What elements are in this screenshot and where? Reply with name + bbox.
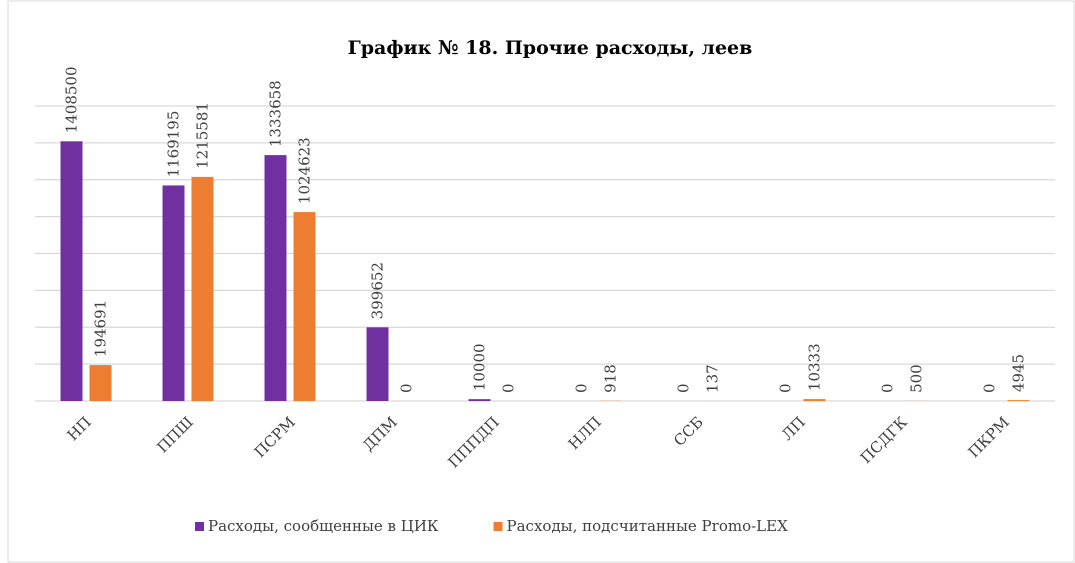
bar: [468, 399, 491, 401]
data-label: 1024623: [296, 137, 314, 204]
x-tick-label: НЛП: [565, 413, 605, 453]
chart-frame: [7, 0, 1075, 563]
x-tick-label: ДПМ: [359, 413, 400, 454]
data-label: 0: [981, 383, 999, 393]
data-label: 1408500: [63, 66, 81, 133]
data-label: 10333: [806, 343, 824, 391]
x-tick-label: ССБ: [670, 413, 707, 450]
legend-label: Расходы, сообщенные в ЦИК: [208, 517, 439, 535]
data-label: 4945: [1010, 354, 1028, 392]
bar: [191, 176, 214, 401]
x-tick-label: ПСДГК: [857, 413, 911, 467]
data-label: 0: [398, 383, 416, 393]
legend-swatch: [493, 522, 503, 531]
data-label: 0: [777, 383, 795, 393]
bar: [1007, 400, 1030, 401]
x-tick-label: ЛП: [778, 413, 809, 444]
data-label: 137: [704, 364, 722, 393]
bar: [60, 141, 83, 402]
bar: [89, 365, 112, 401]
x-tick-label: ПКРМ: [965, 413, 1013, 461]
bar: [293, 212, 316, 401]
data-label: 0: [573, 383, 591, 393]
legend-label: Расходы, подсчитанные Promo-LEX: [507, 517, 789, 535]
data-label: 194691: [92, 300, 110, 357]
data-label: 1333658: [267, 80, 285, 147]
data-label: 0: [879, 383, 897, 393]
x-tick-label: ПППДП: [444, 413, 502, 471]
data-label: 1169195: [165, 111, 183, 178]
x-tick-label: НП: [64, 413, 95, 444]
bar: [366, 327, 389, 401]
data-label: 500: [908, 364, 926, 393]
chart-title: График № 18. Прочие расходы, леев: [348, 37, 753, 59]
data-label: 399652: [369, 262, 387, 319]
data-label: 918: [602, 364, 620, 393]
x-tick-label: ПСРМ: [251, 413, 299, 461]
legend-swatch: [195, 522, 204, 531]
data-label: 1215581: [194, 102, 212, 169]
data-label: 10000: [471, 343, 489, 391]
bar: [162, 185, 185, 401]
data-label: 0: [500, 383, 518, 393]
bar: [264, 155, 287, 401]
x-tick-label: ППШ: [153, 413, 196, 456]
data-label: 0: [675, 383, 693, 393]
bar: [803, 399, 826, 401]
